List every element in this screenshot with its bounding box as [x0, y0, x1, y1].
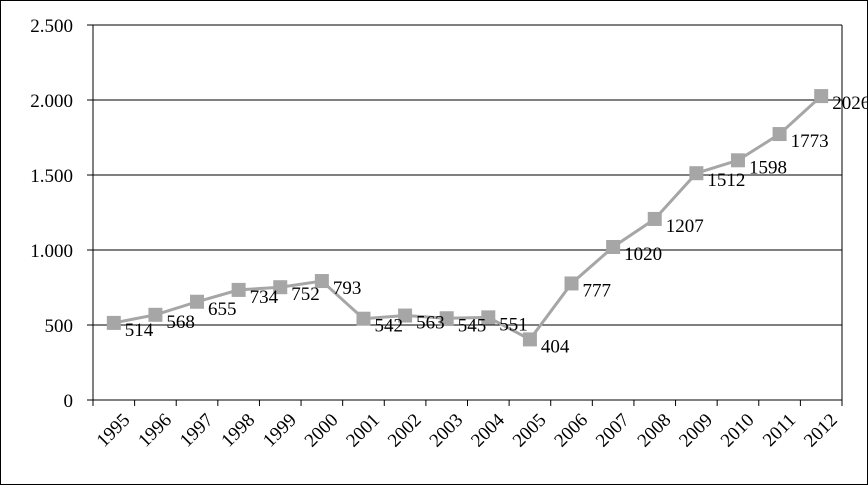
data-label: 563 — [416, 313, 445, 334]
x-tick-label: 2005 — [509, 410, 551, 452]
data-point-marker — [814, 89, 829, 104]
data-point-marker — [772, 127, 787, 142]
y-tick-label: 1.500 — [30, 166, 73, 187]
data-point-marker — [647, 211, 662, 226]
x-tick-label: 1996 — [134, 410, 176, 452]
data-point-marker — [314, 274, 329, 289]
x-tick-label: 2006 — [550, 410, 592, 452]
data-labels: 514 568 655 734 752 793 542 563 545 551 404 777 1020… — [125, 93, 868, 357]
data-point-marker — [356, 311, 371, 326]
data-point-marker — [106, 315, 121, 330]
data-point-marker — [730, 153, 745, 168]
y-tick-label: 2.000 — [30, 91, 73, 112]
data-label: 1598 — [749, 157, 787, 178]
data-label: 542 — [374, 316, 403, 337]
data-point-marker — [439, 311, 454, 326]
x-tick-label: 1998 — [218, 410, 260, 452]
x-tick-label: 2009 — [675, 410, 717, 452]
x-tick-label: 2003 — [426, 410, 468, 452]
x-tick-label: 1997 — [176, 410, 218, 452]
data-point-marker — [398, 308, 413, 323]
x-tick-label: 1999 — [259, 410, 301, 452]
x-tick-label: 1995 — [93, 410, 135, 452]
data-label: 404 — [541, 336, 570, 357]
x-tick-label: 2000 — [301, 410, 343, 452]
data-label: 568 — [166, 312, 195, 333]
data-point-marker — [148, 307, 163, 322]
x-axis-ticks: 1995 1996 1997 1998 1999 2000 2001 2002 2003 2004… — [92, 400, 843, 452]
data-point-marker — [231, 282, 246, 297]
data-label: 734 — [250, 287, 279, 308]
series-layer — [106, 89, 829, 347]
y-axis-ticks: 0 500 1.000 1.500 2.000 2.500 — [30, 16, 93, 412]
y-tick-label: 1.000 — [30, 241, 73, 262]
x-tick-label: 2007 — [592, 410, 634, 452]
x-tick-label: 2010 — [717, 410, 759, 452]
y-tick-label: 500 — [45, 316, 74, 337]
data-label: 2026 — [832, 93, 868, 114]
data-label: 1512 — [707, 170, 745, 191]
x-tick-label: 2008 — [634, 410, 676, 452]
data-point-marker — [564, 276, 579, 291]
data-point-marker — [190, 294, 205, 309]
data-label: 752 — [291, 284, 320, 305]
gridlines — [92, 24, 843, 401]
data-point-marker — [689, 166, 704, 181]
data-point-marker — [273, 280, 288, 295]
x-tick-label: 2004 — [467, 409, 509, 451]
data-label: 655 — [208, 299, 237, 320]
y-tick-label: 2.500 — [30, 16, 73, 37]
data-label: 514 — [125, 320, 154, 341]
x-tick-label: 2012 — [800, 410, 842, 452]
x-tick-label: 2011 — [759, 410, 800, 451]
data-label: 1773 — [791, 131, 829, 152]
data-label: 1020 — [624, 244, 662, 265]
data-label: 793 — [333, 278, 362, 299]
data-label: 777 — [583, 280, 612, 301]
x-tick-label: 2002 — [384, 410, 426, 452]
x-tick-label: 2001 — [342, 410, 384, 452]
data-label: 545 — [458, 315, 487, 336]
data-point-marker — [481, 310, 496, 325]
data-point-marker — [522, 332, 537, 347]
data-label: 1207 — [666, 216, 704, 237]
data-label: 551 — [499, 314, 528, 335]
y-tick-label: 0 — [64, 391, 74, 412]
data-point-marker — [606, 240, 621, 254]
